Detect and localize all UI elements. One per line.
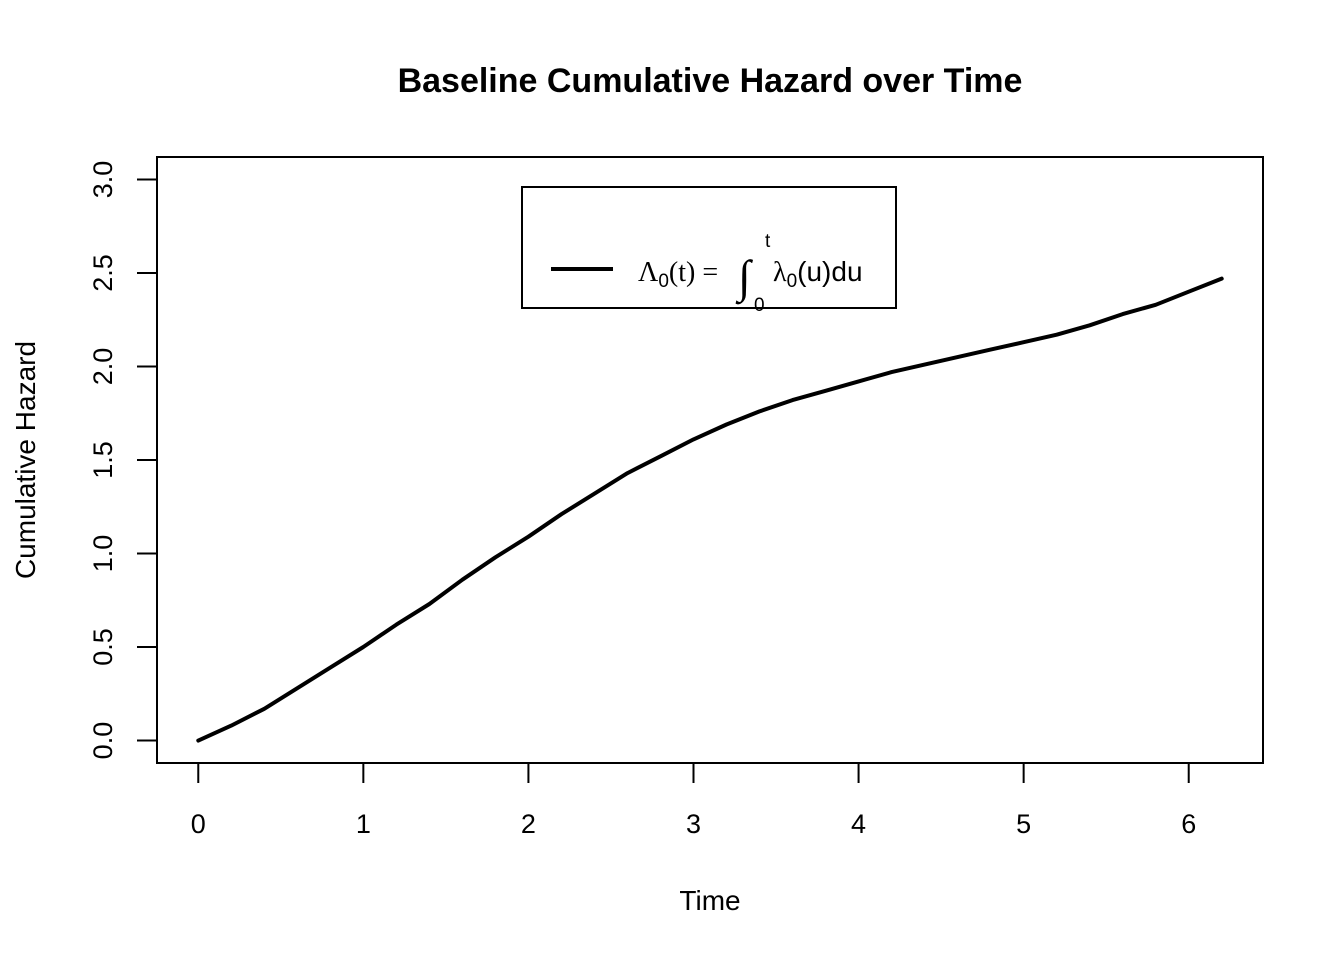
chart-title: Baseline Cumulative Hazard over Time — [398, 62, 1023, 100]
x-tick-label: 0 — [191, 809, 206, 839]
legend-lower-limit: 0 — [754, 295, 765, 316]
series-line-cumulative-hazard — [196, 276, 1224, 743]
legend: Λ0(t) = ∫ t 0 λ0(u)du — [521, 186, 897, 316]
x-axis: 0 1 2 3 4 5 6 — [191, 762, 1196, 839]
legend-integrand-symbol: λ — [773, 257, 787, 288]
x-tick-label: 4 — [851, 809, 866, 839]
legend-label: Λ0(t) = — [638, 257, 718, 292]
x-tick-label: 1 — [356, 809, 371, 839]
legend-lhs-arg: (t) = — [669, 257, 718, 288]
x-tick-label: 6 — [1181, 809, 1196, 839]
y-tick-label: 1.5 — [88, 441, 118, 479]
y-tick-label: 2.5 — [88, 254, 118, 292]
y-tick-label: 0.0 — [88, 722, 118, 760]
y-tick-label: 3.0 — [88, 161, 118, 199]
y-axis: 0.0 0.5 1.0 1.5 2.0 2.5 3.0 — [88, 161, 158, 760]
legend-integrand-sub: 0 — [787, 271, 798, 292]
legend-upper-limit: t — [765, 231, 771, 252]
legend-integrand: λ0(u)du — [773, 256, 863, 292]
x-axis-label: Time — [679, 885, 740, 916]
series-layer — [196, 276, 1224, 743]
x-tick-label: 5 — [1016, 809, 1031, 839]
x-tick-label: 2 — [521, 809, 536, 839]
legend-integrand-arg: (u)du — [797, 256, 862, 287]
x-tick-label: 3 — [686, 809, 701, 839]
legend-lhs-sub: 0 — [658, 271, 669, 292]
y-axis-label: Cumulative Hazard — [10, 341, 41, 579]
legend-integral: ∫ — [735, 251, 753, 305]
y-tick-label: 2.0 — [88, 348, 118, 386]
y-tick-label: 0.5 — [88, 628, 118, 666]
y-tick-label: 1.0 — [88, 535, 118, 573]
legend-box — [521, 186, 897, 309]
legend-lhs-symbol: Λ — [638, 257, 659, 288]
